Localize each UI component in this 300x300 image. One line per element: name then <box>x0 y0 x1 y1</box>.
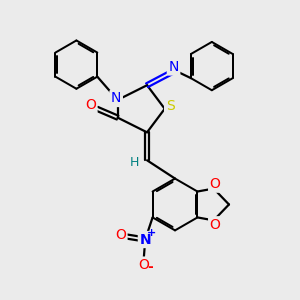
Text: N: N <box>111 92 121 106</box>
Text: O: O <box>210 218 220 232</box>
Text: O: O <box>138 258 149 272</box>
Text: H: H <box>130 156 140 169</box>
Text: O: O <box>85 98 96 112</box>
Text: O: O <box>210 177 220 191</box>
Text: N: N <box>140 232 151 247</box>
Text: -: - <box>147 260 153 274</box>
Text: +: + <box>147 228 156 238</box>
Text: N: N <box>168 60 179 74</box>
Text: O: O <box>115 228 126 242</box>
Text: S: S <box>166 99 174 113</box>
